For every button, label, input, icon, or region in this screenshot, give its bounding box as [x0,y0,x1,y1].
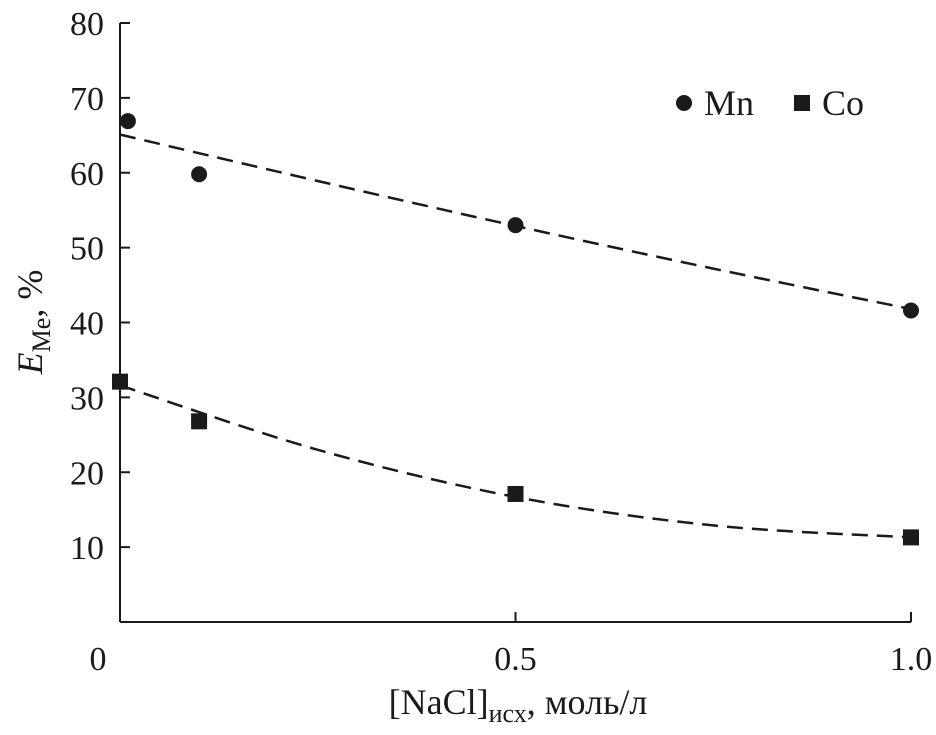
legend: Mn Co [676,83,864,123]
trendlines [119,133,912,539]
y-axis-title-suffix: , % [10,270,50,318]
y-tick-label-80: 80 [70,6,104,43]
y-tick-label-10: 10 [70,530,104,567]
y-tick-label-30: 30 [70,380,104,417]
y-tick-label-70: 70 [70,81,104,118]
y-axis-title-main: E [10,352,50,375]
data-points [112,113,919,546]
x-axis-title-main: [NaCl] [389,682,489,722]
y-tick-label-40: 40 [70,306,104,343]
point-mn-0 [119,113,136,130]
x-axis-title: [NaCl]исх, моль/л [389,682,648,728]
point-co-0 [112,373,128,390]
axes [119,22,912,623]
x-tick-label-2: 1.0 [890,641,933,678]
y-axis-title-sub: Me [27,318,56,353]
tick-labels: 10 20 30 40 50 60 70 80 0 0.5 1.0 [70,6,932,678]
x-axis-title-suffix: , моль/л [527,682,648,722]
legend-label-mn: Mn [704,83,754,123]
trendline-co [119,384,912,539]
y-tick-label-20: 20 [70,455,104,492]
point-mn-2 [507,217,524,234]
x-tick-label-1: 0.5 [494,641,537,678]
point-mn-1 [191,166,208,183]
y-tick-label-60: 60 [70,156,104,193]
point-co-2 [507,485,524,502]
legend-marker-co [794,95,810,111]
y-axis-title: EMe, % [10,270,56,376]
point-mn-3 [903,302,919,319]
point-co-1 [191,413,208,430]
legend-marker-mn [676,95,692,111]
x-tick-label-0: 0 [90,641,107,678]
x-axis-title-sub: исх [489,699,527,728]
y-tick-label-50: 50 [70,231,104,268]
legend-label-co: Co [822,83,864,123]
point-co-3 [903,529,919,546]
